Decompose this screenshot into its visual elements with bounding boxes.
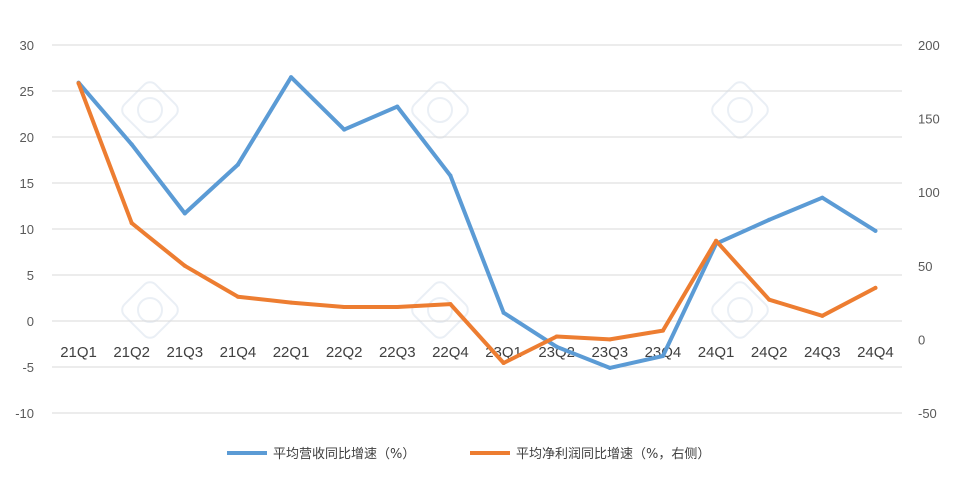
- right-tick-label: 50: [918, 259, 932, 274]
- x-tick-label: 24Q4: [857, 344, 894, 361]
- point-profit: [873, 285, 878, 290]
- gridlines: [52, 44, 902, 414]
- point-revenue: [235, 162, 240, 167]
- point-profit: [820, 313, 825, 318]
- point-revenue: [182, 211, 187, 216]
- point-revenue: [289, 75, 294, 80]
- point-revenue: [767, 217, 772, 222]
- x-tick-label: 24Q2: [751, 344, 788, 361]
- point-revenue: [820, 195, 825, 200]
- point-profit: [342, 305, 347, 310]
- x-tick-label: 21Q3: [166, 344, 203, 361]
- point-profit: [235, 294, 240, 299]
- point-revenue: [448, 173, 453, 178]
- series-line-revenue: [76, 75, 878, 370]
- series-line-profit: [76, 81, 878, 365]
- x-tick-label: 21Q1: [60, 344, 97, 361]
- left-tick-label: 25: [20, 84, 34, 99]
- point-revenue: [660, 353, 665, 358]
- x-tick-label: 21Q4: [220, 344, 257, 361]
- left-tick-label: 15: [20, 176, 34, 191]
- point-profit: [395, 305, 400, 310]
- point-revenue: [607, 365, 612, 370]
- x-tick-label: 22Q1: [273, 344, 310, 361]
- point-revenue: [501, 310, 506, 315]
- x-axis-labels: 21Q1 21Q2 21Q3 21Q4 22Q1 22Q2 22Q3 22Q4 23Q1 23Q2…: [60, 344, 894, 361]
- x-tick-label: 23Q3: [591, 344, 628, 361]
- point-profit: [660, 328, 665, 333]
- left-tick-label: 30: [20, 38, 34, 53]
- point-profit: [448, 302, 453, 307]
- left-tick-label: 5: [27, 268, 34, 283]
- point-revenue: [129, 142, 134, 147]
- right-tick-label: 100: [918, 185, 940, 200]
- point-profit: [289, 300, 294, 305]
- x-tick-label: 24Q3: [804, 344, 841, 361]
- x-tick-label: 23Q2: [538, 344, 575, 361]
- watermark: [121, 81, 769, 339]
- point-revenue: [873, 228, 878, 233]
- point-profit: [607, 337, 612, 342]
- right-tick-label: -50: [918, 406, 937, 421]
- point-profit: [129, 221, 134, 226]
- point-profit: [501, 360, 506, 365]
- right-axis-ticks: 200 150 100 50 0 -50: [918, 38, 940, 421]
- left-tick-label: -10: [15, 406, 34, 421]
- left-tick-label: 0: [27, 314, 34, 329]
- x-tick-label: 22Q3: [379, 344, 416, 361]
- left-tick-label: 10: [20, 222, 34, 237]
- point-profit: [76, 81, 81, 86]
- point-profit: [714, 238, 719, 243]
- right-tick-label: 150: [918, 112, 940, 127]
- legend-label-revenue: 平均营收同比增速（%）: [273, 447, 415, 462]
- left-tick-label: -5: [22, 360, 34, 375]
- legend: 平均营收同比增速（%） 平均净利润同比增速（%，右侧）: [227, 447, 710, 462]
- series-lines: [76, 75, 878, 370]
- point-profit: [767, 297, 772, 302]
- right-tick-label: 0: [918, 332, 925, 347]
- left-axis-ticks: 30 25 20 15 10 5 0 -5 -10: [15, 38, 34, 421]
- x-tick-label: 24Q1: [698, 344, 735, 361]
- point-revenue: [342, 127, 347, 132]
- x-tick-label: 22Q2: [326, 344, 363, 361]
- legend-label-profit: 平均净利润同比增速（%，右侧）: [516, 447, 710, 462]
- left-tick-label: 20: [20, 130, 34, 145]
- point-revenue: [395, 104, 400, 109]
- x-tick-label: 22Q4: [432, 344, 469, 361]
- point-profit: [554, 334, 559, 339]
- right-tick-label: 200: [918, 38, 940, 53]
- point-profit: [182, 263, 187, 268]
- x-tick-label: 21Q2: [113, 344, 150, 361]
- point-revenue: [554, 344, 559, 349]
